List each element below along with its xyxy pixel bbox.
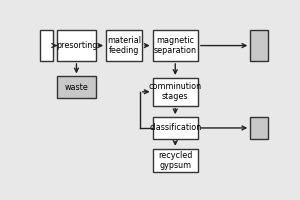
- Bar: [153, 149, 198, 172]
- Bar: [57, 76, 96, 98]
- Bar: [57, 30, 96, 61]
- Text: material
feeding: material feeding: [107, 36, 141, 55]
- Bar: [250, 30, 268, 61]
- Bar: [106, 30, 142, 61]
- Text: classification: classification: [149, 123, 201, 132]
- Bar: [153, 30, 198, 61]
- Bar: [250, 117, 268, 139]
- Bar: [40, 30, 52, 61]
- Text: magnetic
separation: magnetic separation: [154, 36, 197, 55]
- Bar: [153, 78, 198, 106]
- Text: waste: waste: [64, 83, 88, 92]
- Text: presorting: presorting: [56, 41, 97, 50]
- Text: recycled
gypsum: recycled gypsum: [158, 151, 192, 170]
- Bar: [153, 117, 198, 139]
- Text: comminution
stages: comminution stages: [149, 82, 202, 101]
